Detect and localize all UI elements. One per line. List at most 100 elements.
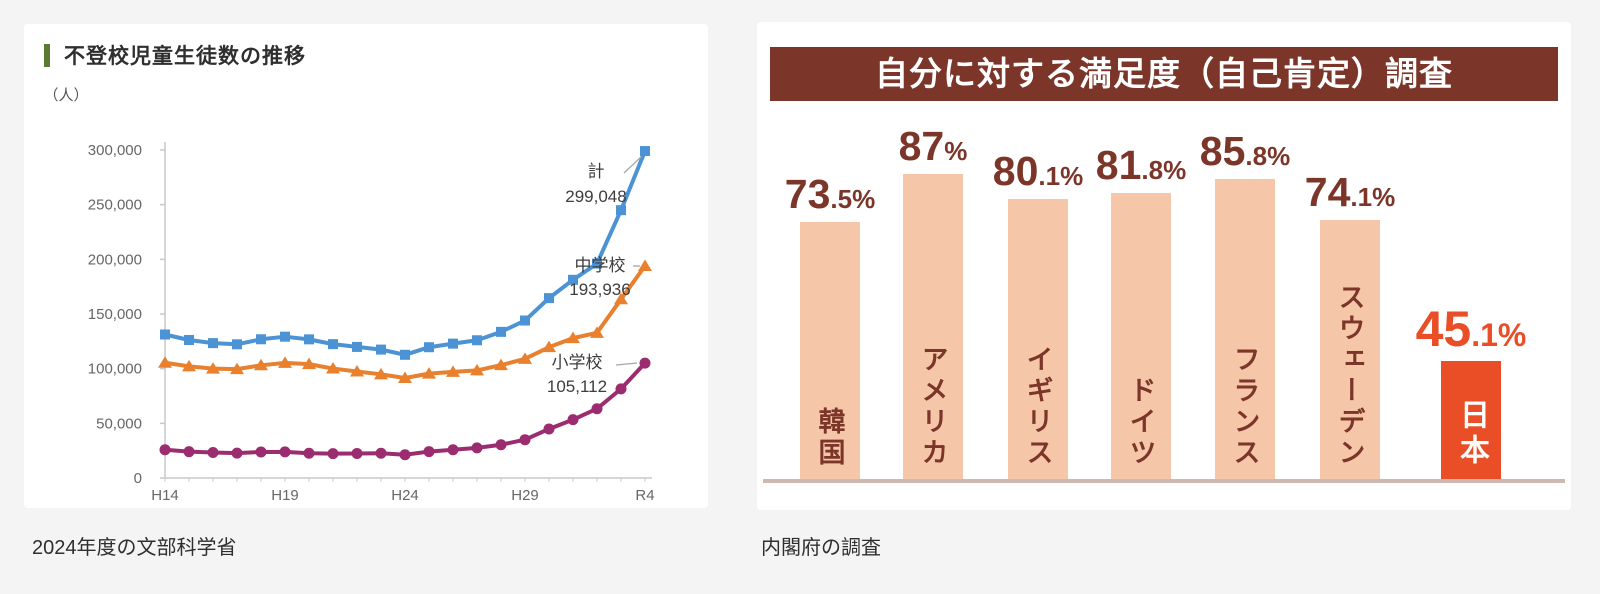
square-marker [448,338,458,349]
triangle-marker [470,363,484,376]
circle-marker [639,357,651,369]
series-value-label: 193,936 [569,280,630,299]
triangle-marker [182,359,196,372]
square-marker [496,326,506,337]
line-chart: 0 50,000 100,000 150,000 200,000 250,000 300,0… [43,87,654,504]
circle-marker [327,448,339,460]
title-accent-bar [44,43,50,67]
square-marker [640,146,650,157]
bar-rect: フランス [1215,179,1275,479]
triangle-marker [158,356,172,368]
square-marker [592,258,602,269]
circle-marker [543,423,555,435]
y-tick-label: 300,000 [88,142,142,159]
bar-value-label: 45.1% [1415,301,1527,357]
circle-marker [519,434,531,446]
square-marker [376,344,386,355]
bar-rect: 韓国 [800,222,860,479]
square-marker [304,334,314,345]
y-tick-label: 100,000 [88,361,142,378]
bar-rect: スウェーデン [1320,220,1380,479]
y-tick-label: 0 [134,470,142,487]
square-marker [280,331,290,342]
bar-chart: 73.5% 韓国 87% アメリカ 80.1% イギリス 81.8% ドイツ 85.8% フランス… [757,22,1571,479]
series-value-label: 299,048 [565,187,626,206]
bar-value-label: 81.8% [1095,142,1187,188]
label-leader-line [623,156,642,174]
triangle-marker [230,362,244,375]
triangle-marker [422,367,436,379]
circle-marker [183,446,195,458]
circle-marker [375,447,387,459]
bar-chart-card: 自分に対する満足度（自己肯定）調査 73.5% 韓国 87% アメリカ 80.1% イギリ… [757,22,1571,510]
bar-category-label: スウェーデン [1334,283,1365,469]
bar-column-6: 45.1% 日本 [1416,304,1526,479]
triangle-marker [494,358,508,371]
bar-column-1: 87% アメリカ [899,126,967,479]
x-tick-label: H19 [271,487,299,504]
x-tick-label: H14 [151,487,179,504]
bar-rect: ドイツ [1111,193,1171,479]
triangle-marker [278,356,292,368]
circle-marker [231,447,243,459]
series-line-0 [164,150,647,357]
circle-marker [399,449,411,461]
square-marker [568,274,578,285]
square-marker [328,339,338,350]
circle-marker [615,383,627,395]
circle-marker [279,446,291,458]
y-tick-label: 150,000 [88,306,142,323]
line-chart-title-row: 不登校児童生徒数の推移 [44,40,306,70]
y-tick-label: 200,000 [88,251,142,268]
circle-marker [447,444,459,456]
x-tick-label: R4 [635,487,654,504]
triangle-marker [302,357,316,370]
bar-category-label: 日本 [1455,399,1488,469]
square-marker [520,315,530,326]
x-tick-label: H29 [511,487,539,504]
bar-category-label: イギリス [1022,345,1053,469]
bar-category-label: フランス [1229,345,1260,469]
circle-marker [303,447,315,459]
triangle-marker [398,371,412,384]
bar-value-label: 74.1% [1304,169,1396,215]
circle-marker [591,403,603,415]
line-chart-card: 不登校児童生徒数の推移 0 50,000 100,000 150,000 200,000… [24,24,708,508]
triangle-marker [206,362,220,374]
triangle-marker [350,364,364,377]
triangle-marker [590,326,604,338]
bar-rect: 日本 [1441,361,1501,479]
triangle-marker [614,292,628,305]
bar-column-0: 73.5% 韓国 [785,174,875,479]
triangle-marker [542,340,556,353]
square-marker [472,335,482,346]
triangle-marker [446,365,460,377]
bar-column-2: 80.1% イギリス [993,151,1083,479]
square-marker [208,338,218,349]
circle-marker [159,444,171,456]
left-caption: 2024年度の文部科学省 [32,537,237,559]
bar-category-label: 韓国 [814,407,845,469]
series-name-label: 計 [588,162,605,181]
square-marker [352,341,362,352]
y-tick-label: 50,000 [96,415,142,432]
x-tick-label: H24 [391,487,419,504]
series-value-label: 105,112 [547,377,607,396]
triangle-marker [518,352,532,364]
square-marker [160,329,170,340]
square-marker [184,334,194,345]
bar-chart-title: 自分に対する満足度（自己肯定）調査 [770,47,1558,101]
bar-column-4: 85.8% フランス [1200,131,1290,479]
circle-marker [495,439,507,451]
square-marker [544,293,554,304]
square-marker [424,342,434,353]
bar-rect: アメリカ [903,174,963,479]
label-leader-line [615,362,638,366]
triangle-marker [254,358,268,371]
bar-chart-baseline [763,479,1565,483]
circle-marker [567,414,579,426]
square-marker [400,349,410,360]
square-marker [256,334,266,345]
bar-category-label: アメリカ [917,345,948,469]
y-tick-label: 250,000 [88,197,142,214]
